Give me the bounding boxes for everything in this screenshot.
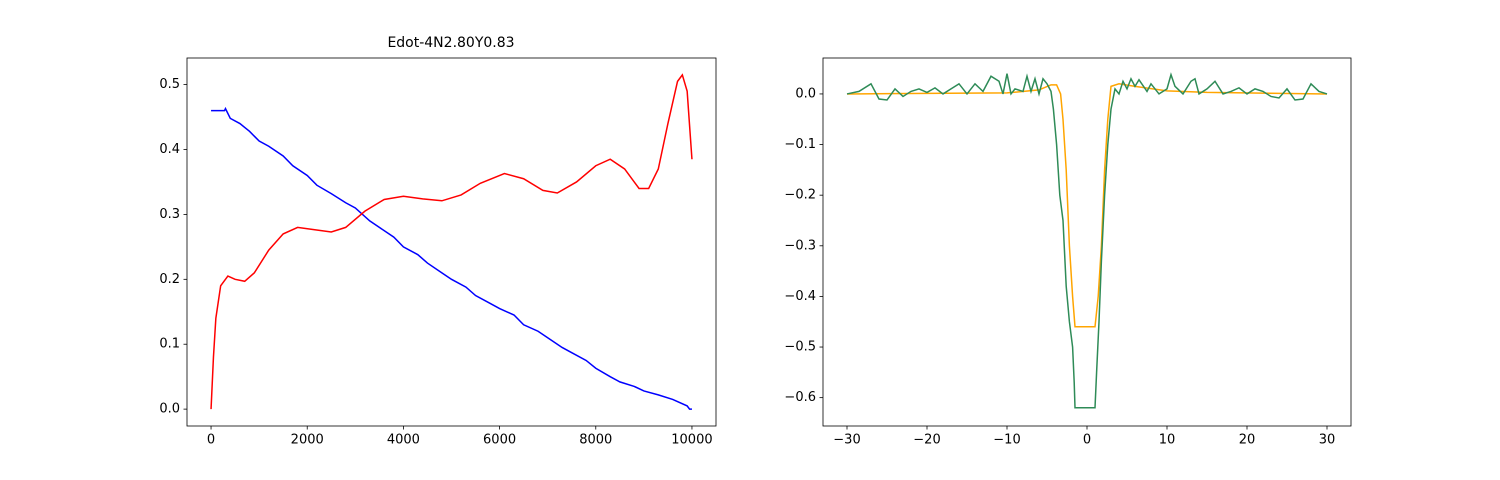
x-tick-label: 8000 xyxy=(579,433,612,448)
series-line xyxy=(846,83,1328,328)
series-line xyxy=(211,106,692,410)
x-tick-label: −30 xyxy=(833,433,860,448)
y-tick-label: 0.3 xyxy=(159,207,180,222)
y-tick-label: −0.5 xyxy=(784,340,816,355)
series-line xyxy=(846,72,1328,409)
x-tick-label: 6000 xyxy=(483,433,516,448)
x-tick-label: 2000 xyxy=(291,433,324,448)
y-tick-label: −0.2 xyxy=(784,188,816,203)
x-tick-label: 0 xyxy=(1083,433,1091,448)
y-tick-label: 0.0 xyxy=(795,86,816,101)
y-tick-label: −0.1 xyxy=(784,137,816,152)
y-tick-label: 0.2 xyxy=(159,272,180,287)
y-tick-label: −0.3 xyxy=(784,238,816,253)
axes-frame xyxy=(822,57,1352,427)
axes-frame xyxy=(186,57,717,427)
y-tick-label: −0.6 xyxy=(784,390,816,405)
y-tick-label: 0.0 xyxy=(159,402,180,417)
series-line xyxy=(210,73,693,410)
x-tick-label: 20 xyxy=(1239,433,1256,448)
chart-title: Edot-4N2.80Y0.83 xyxy=(387,35,514,51)
y-tick-label: 0.1 xyxy=(159,337,180,352)
x-tick-label: 10000 xyxy=(671,433,712,448)
x-tick-label: 10 xyxy=(1159,433,1176,448)
x-tick-label: 4000 xyxy=(387,433,420,448)
x-tick-label: 30 xyxy=(1319,433,1336,448)
x-tick-label: 0 xyxy=(207,433,215,448)
y-tick-label: −0.4 xyxy=(784,289,816,304)
y-tick-label: 0.5 xyxy=(159,77,180,92)
x-tick-label: −20 xyxy=(913,433,940,448)
y-tick-label: 0.4 xyxy=(159,142,180,157)
x-tick-label: −10 xyxy=(993,433,1020,448)
